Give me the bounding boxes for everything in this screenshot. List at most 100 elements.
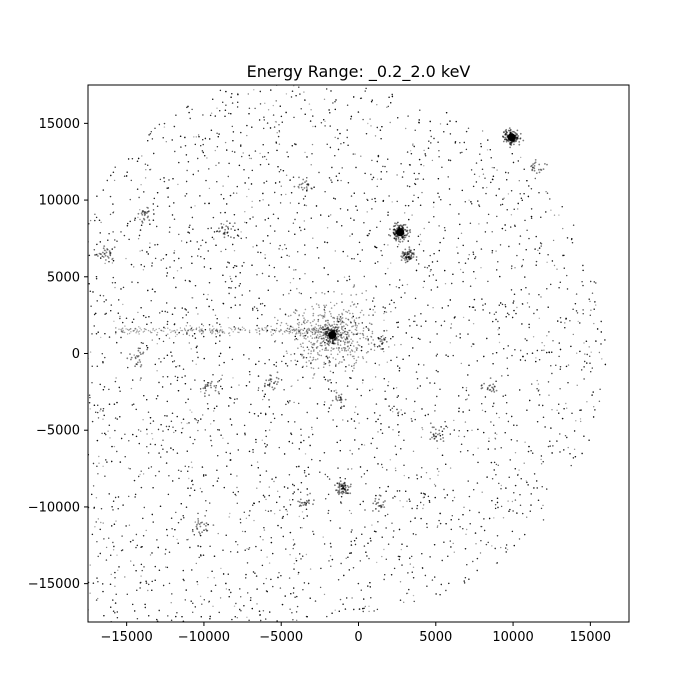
- event-point: [112, 212, 114, 214]
- event-point: [214, 149, 216, 152]
- event-point: [383, 312, 385, 315]
- event-point: [240, 131, 242, 134]
- event-point: [423, 165, 425, 167]
- event-point: [197, 583, 199, 586]
- event-point: [573, 448, 576, 450]
- event-point: [526, 516, 528, 518]
- event-point: [512, 302, 514, 304]
- event-point: [366, 211, 368, 213]
- event-point: [547, 445, 550, 448]
- event-point: [343, 276, 346, 278]
- event-point: [450, 323, 453, 325]
- event-point: [202, 139, 204, 141]
- event-point: [337, 280, 339, 282]
- event-point: [406, 151, 409, 153]
- event-point: [163, 357, 165, 359]
- event-point: [376, 447, 378, 449]
- event-point: [133, 266, 135, 268]
- event-point: [89, 219, 92, 222]
- event-point: [491, 166, 493, 169]
- event-point: [168, 475, 170, 477]
- event-point: [248, 358, 250, 360]
- event-point: [353, 219, 355, 221]
- event-point: [119, 416, 121, 418]
- event-point: [194, 606, 196, 608]
- event-point: [141, 155, 143, 157]
- event-point: [286, 352, 288, 354]
- event-point: [191, 297, 193, 299]
- event-point: [330, 301, 332, 304]
- event-point: [340, 407, 342, 409]
- event-point: [482, 173, 485, 175]
- event-point: [355, 205, 357, 207]
- event-point: [441, 559, 443, 562]
- event-point: [374, 311, 376, 313]
- event-point: [279, 324, 282, 327]
- event-point: [494, 438, 497, 440]
- event-point: [465, 533, 467, 535]
- event-point: [440, 426, 442, 428]
- event-point: [258, 333, 261, 336]
- event-point: [421, 427, 423, 429]
- event-point: [395, 387, 398, 389]
- event-point: [158, 381, 160, 384]
- event-point: [292, 328, 295, 331]
- event-point: [89, 351, 92, 353]
- event-point: [185, 589, 187, 591]
- event-point: [590, 371, 592, 373]
- event-point: [448, 582, 450, 585]
- event-point: [165, 566, 167, 568]
- event-point: [330, 214, 332, 216]
- event-point: [590, 309, 592, 311]
- event-point: [532, 336, 535, 338]
- event-point: [148, 134, 150, 136]
- event-point: [133, 354, 135, 356]
- event-point: [345, 557, 347, 559]
- event-point: [339, 132, 341, 135]
- event-point: [203, 335, 205, 338]
- event-point: [140, 575, 142, 577]
- event-point: [311, 428, 313, 431]
- event-point: [468, 199, 470, 201]
- event-point: [214, 584, 217, 586]
- event-point: [517, 473, 519, 476]
- event-point: [256, 487, 258, 489]
- event-point: [111, 262, 114, 264]
- event-point: [222, 437, 224, 439]
- event-point: [224, 141, 227, 144]
- event-point: [194, 418, 196, 420]
- event-point: [368, 610, 370, 613]
- event-point: [145, 529, 147, 532]
- event-point: [374, 376, 377, 378]
- event-point: [502, 517, 505, 519]
- event-point: [493, 517, 495, 519]
- event-point: [523, 462, 525, 464]
- event-point: [432, 307, 434, 309]
- event-point: [593, 406, 595, 408]
- event-point: [100, 521, 102, 524]
- event-point: [575, 420, 577, 422]
- event-point: [412, 144, 414, 146]
- event-point: [422, 250, 425, 252]
- event-point: [139, 587, 141, 589]
- event-point: [522, 303, 524, 305]
- event-point: [148, 615, 150, 617]
- event-point: [396, 174, 398, 176]
- event-point: [182, 427, 184, 429]
- event-point: [540, 463, 543, 465]
- event-point: [479, 552, 482, 554]
- event-point: [117, 312, 120, 314]
- event-point: [123, 175, 126, 177]
- event-point: [425, 472, 428, 474]
- event-point: [404, 212, 406, 214]
- event-point: [288, 499, 291, 501]
- event-point: [236, 192, 238, 194]
- event-point: [116, 401, 118, 404]
- event-point: [445, 463, 447, 465]
- event-point: [305, 204, 308, 207]
- event-point: [593, 322, 595, 325]
- event-point: [181, 427, 184, 430]
- event-point: [459, 337, 461, 339]
- event-point: [351, 597, 353, 599]
